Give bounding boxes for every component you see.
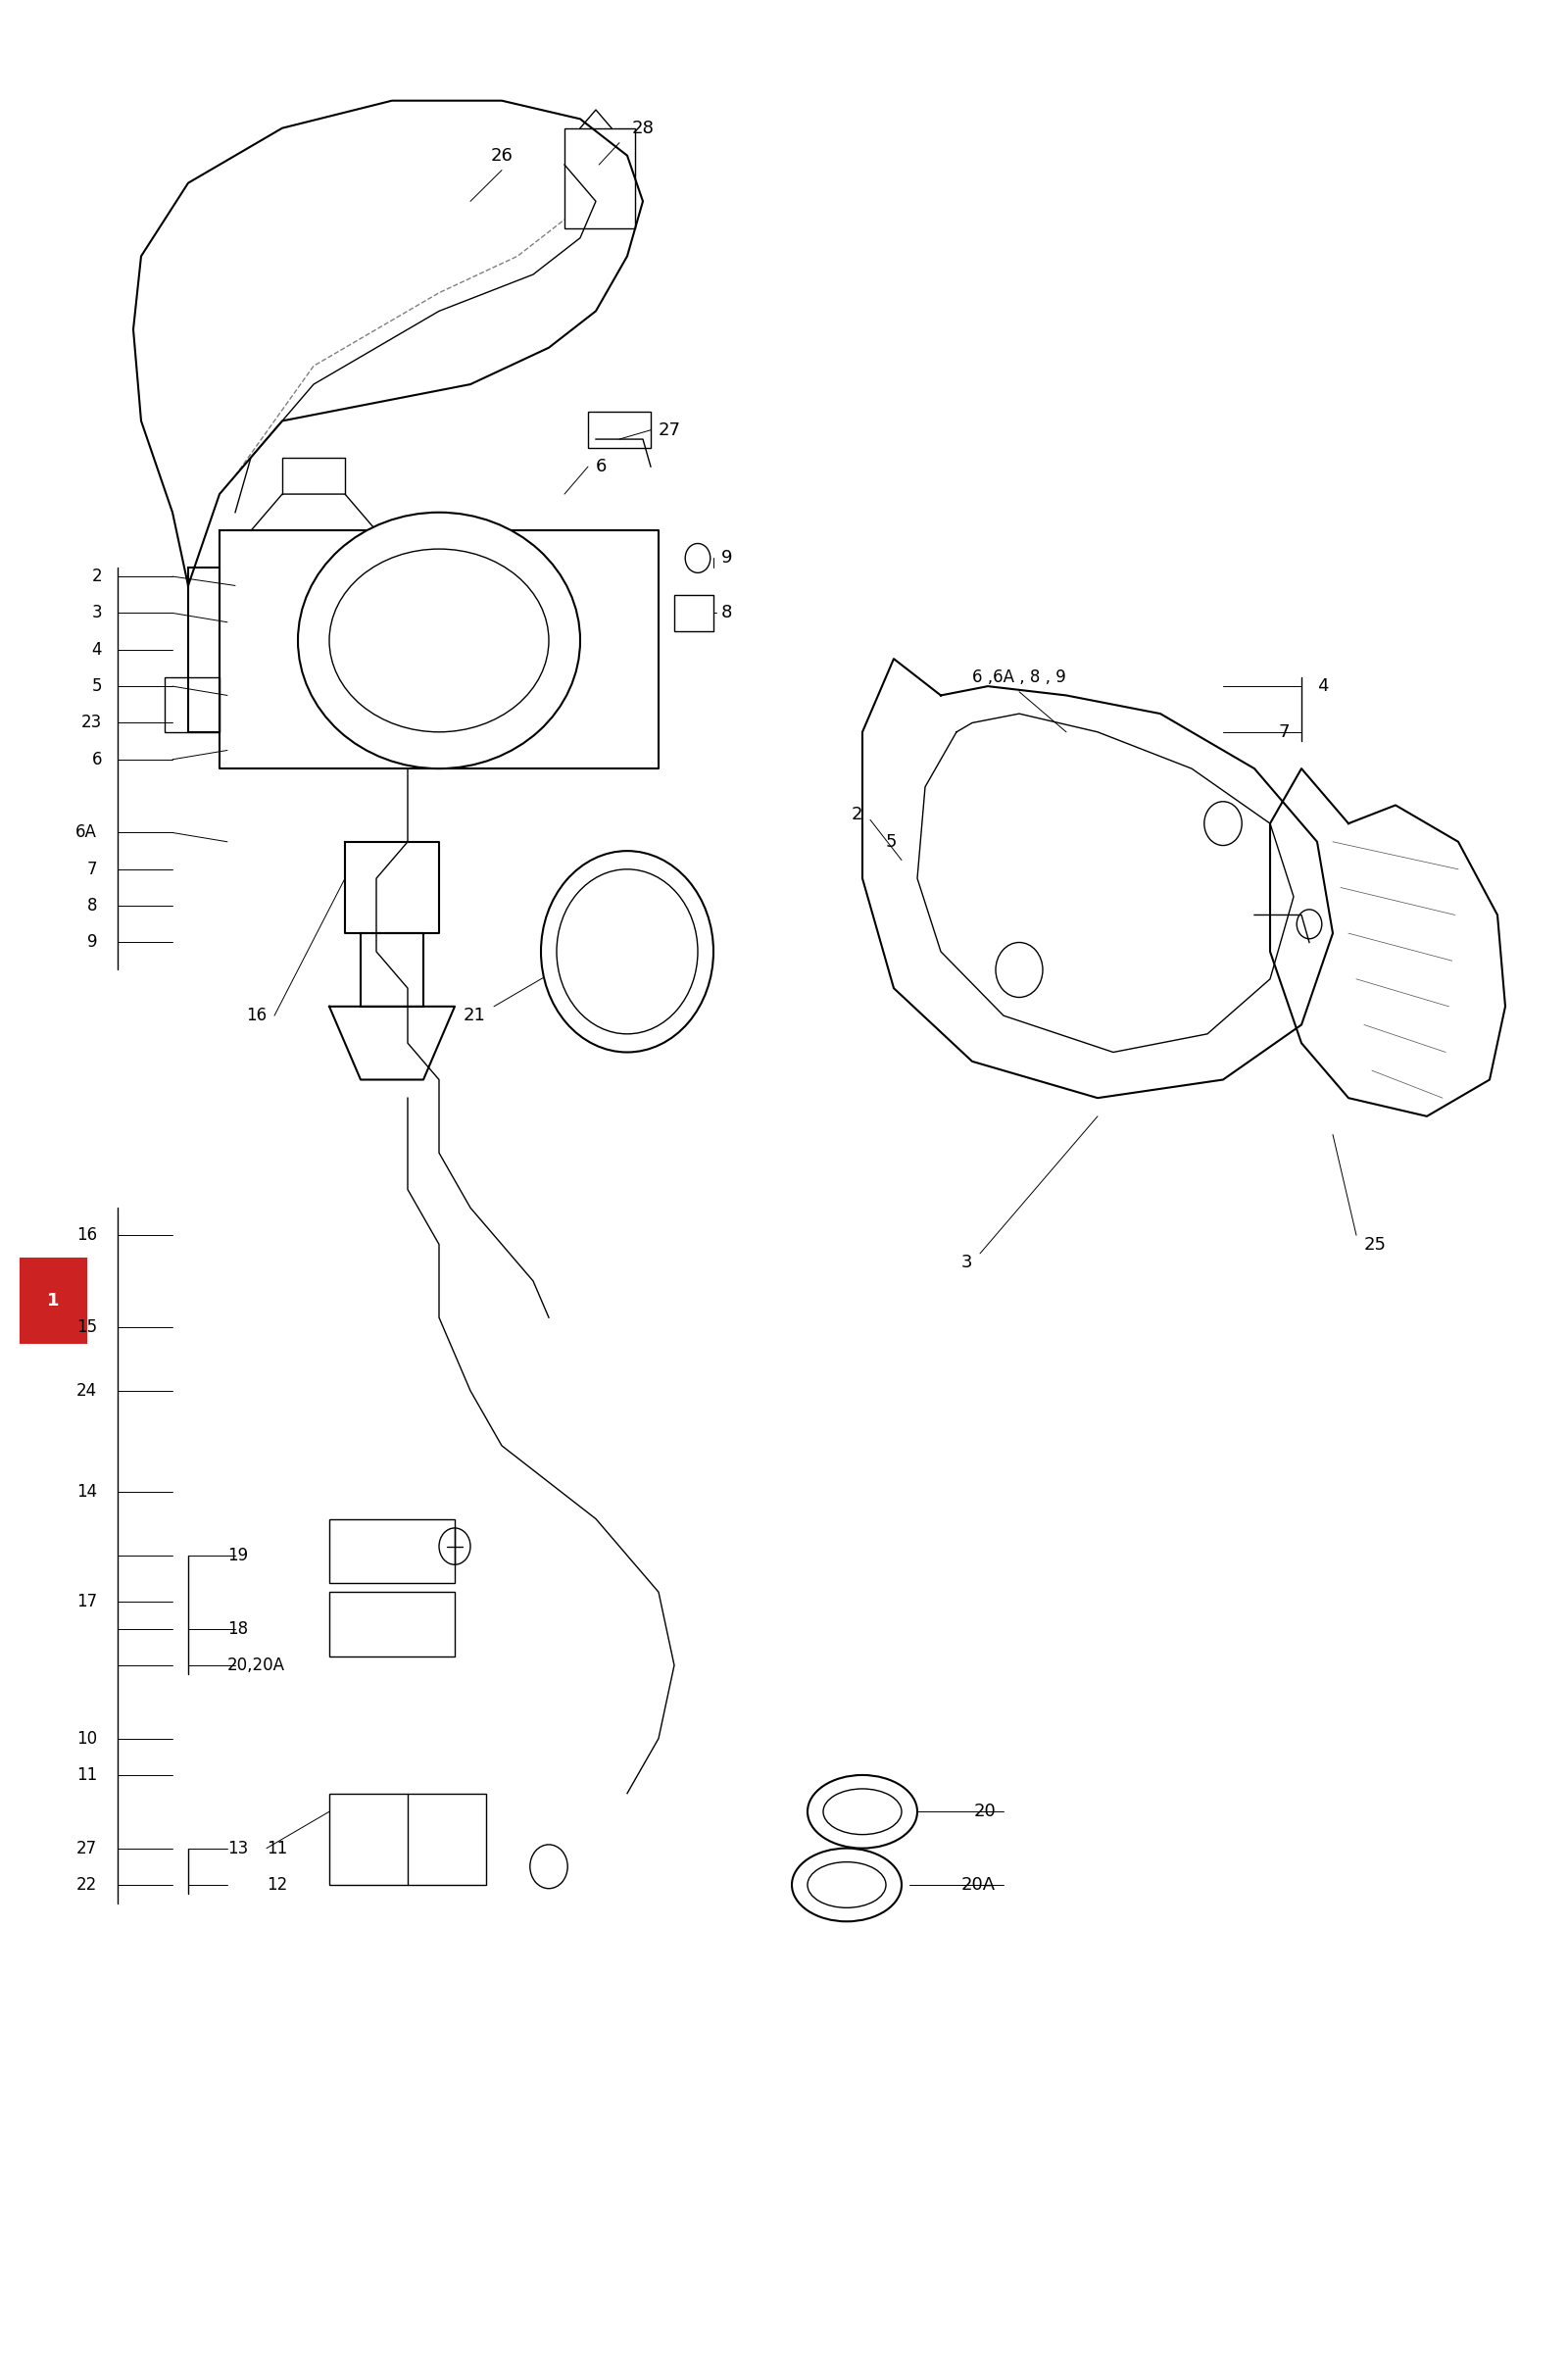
- Text: 6A: 6A: [75, 824, 97, 840]
- Text: 11: 11: [267, 1840, 287, 1856]
- Text: 4: 4: [91, 641, 102, 658]
- Ellipse shape: [808, 1776, 917, 1849]
- Bar: [674, 596, 713, 631]
- Text: 5: 5: [91, 677, 102, 696]
- Text: 16: 16: [246, 1007, 267, 1026]
- Text: 27: 27: [77, 1840, 97, 1856]
- Text: 9: 9: [721, 548, 732, 567]
- Ellipse shape: [298, 513, 580, 769]
- Text: 6: 6: [91, 750, 102, 769]
- Text: 17: 17: [77, 1593, 97, 1610]
- Text: 6: 6: [596, 458, 607, 475]
- Bar: [329, 1792, 486, 1885]
- Text: 8: 8: [86, 897, 97, 914]
- Text: 13: 13: [227, 1840, 248, 1856]
- Text: 11: 11: [77, 1766, 97, 1783]
- Text: 9: 9: [86, 933, 97, 952]
- Text: 2: 2: [851, 805, 862, 824]
- FancyBboxPatch shape: [20, 1258, 86, 1344]
- Text: 20A: 20A: [961, 1875, 996, 1894]
- Text: 1: 1: [47, 1291, 60, 1310]
- Text: 22: 22: [77, 1875, 97, 1894]
- Bar: [329, 1519, 455, 1583]
- Text: 16: 16: [77, 1227, 97, 1244]
- Text: 5: 5: [886, 833, 897, 850]
- Text: 4: 4: [1317, 677, 1328, 696]
- Text: 21: 21: [464, 1007, 486, 1026]
- Text: 10: 10: [77, 1731, 97, 1747]
- Bar: [165, 677, 220, 731]
- Text: 18: 18: [227, 1619, 248, 1638]
- Text: 27: 27: [659, 420, 681, 439]
- Circle shape: [541, 850, 713, 1052]
- Text: 12: 12: [267, 1875, 287, 1894]
- Text: 25: 25: [1364, 1234, 1386, 1253]
- Bar: [588, 411, 651, 449]
- Bar: [329, 1593, 455, 1657]
- Text: 7: 7: [1278, 724, 1289, 741]
- Text: 2: 2: [91, 567, 102, 586]
- Text: 14: 14: [77, 1484, 97, 1500]
- Text: 20: 20: [974, 1802, 996, 1821]
- Text: 3: 3: [961, 1253, 972, 1272]
- Text: VAG - 8W1857410P9B9    N - 1: VAG - 8W1857410P9B9 N - 1: [459, 2267, 1109, 2303]
- Text: 20,20A: 20,20A: [227, 1657, 285, 1674]
- Text: 3: 3: [91, 605, 102, 622]
- Bar: [564, 128, 635, 228]
- Text: 19: 19: [227, 1545, 248, 1564]
- Text: 28: 28: [632, 119, 654, 138]
- Text: 8: 8: [721, 605, 732, 622]
- Text: 7: 7: [86, 859, 97, 878]
- Ellipse shape: [792, 1849, 902, 1921]
- Text: 24: 24: [77, 1382, 97, 1401]
- Text: 15: 15: [77, 1318, 97, 1337]
- Text: 26: 26: [491, 147, 513, 164]
- Text: 6 ,6A , 8 , 9: 6 ,6A , 8 , 9: [972, 667, 1066, 686]
- Text: 23: 23: [82, 715, 102, 731]
